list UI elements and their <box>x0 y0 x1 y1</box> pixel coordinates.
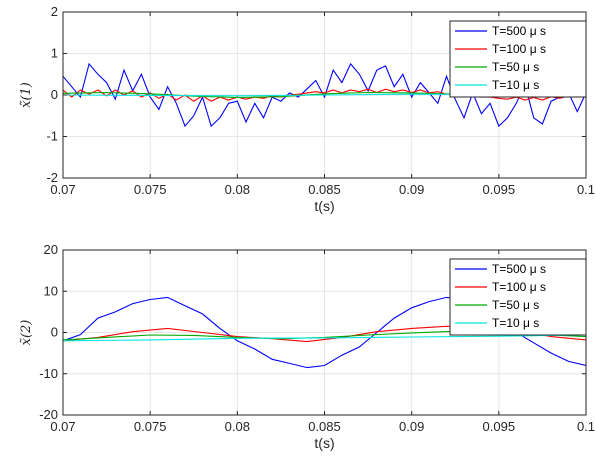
x-tick-label: 0.085 <box>308 182 341 197</box>
legend: T=500 μ s T=100 μ s T=50 μ s T=10 μ s <box>449 258 587 336</box>
y-tick-label: 0 <box>51 87 58 102</box>
chart-1: 0.07 0.075 0.08 0.085 0.09 0.095 0.1 -2 -1 0 1 2 t(s… <box>19 4 595 214</box>
chart-2: 0.07 0.075 0.08 0.085 0.09 0.095 0.1 -20 -10 0 10 2… <box>19 242 595 451</box>
x-axis-label: t(s) <box>314 198 334 214</box>
x-tick-label: 0.09 <box>399 419 424 434</box>
series-line-2 <box>63 88 586 102</box>
x-tick-label: 0.085 <box>308 419 341 434</box>
legend: T=500 μ s T=100 μ s T=50 μ s T=10 μ s <box>449 20 587 98</box>
legend-label-1: T=500 μ s <box>492 262 546 276</box>
x-axis-label: t(s) <box>314 435 334 451</box>
x-tick-label: 0.1 <box>577 182 595 197</box>
x-tick-label: 0.095 <box>483 182 516 197</box>
legend-label-1: T=500 μ s <box>492 24 546 38</box>
legend-label-4: T=10 μ s <box>492 78 539 92</box>
x-tick-label: 0.07 <box>50 182 75 197</box>
x-tick-label: 0.1 <box>577 419 595 434</box>
x-tick-label: 0.08 <box>225 419 250 434</box>
y-tick-label: 20 <box>44 242 58 257</box>
legend-box <box>449 258 587 336</box>
x-tick-label: 0.09 <box>399 182 424 197</box>
y-tick-label: 10 <box>44 283 58 298</box>
y-tick-label: -1 <box>46 129 58 144</box>
legend-box <box>449 20 587 98</box>
legend-label-4: T=10 μ s <box>492 316 539 330</box>
y-tick-label: -20 <box>39 407 58 422</box>
y-tick-label: -2 <box>46 170 58 185</box>
legend-label-2: T=100 μ s <box>492 42 546 56</box>
x-tick-label: 0.08 <box>225 182 250 197</box>
legend-label-3: T=50 μ s <box>492 298 539 312</box>
series-line-1 <box>63 62 586 128</box>
y-tick-label: 1 <box>51 46 58 61</box>
x-tick-label: 0.075 <box>134 419 167 434</box>
series-line-4 <box>63 334 586 342</box>
legend-label-2: T=100 μ s <box>492 280 546 294</box>
y-tick-label: 0 <box>51 325 58 340</box>
y-tick-label: 2 <box>51 4 58 19</box>
x-tick-label: 0.07 <box>50 419 75 434</box>
legend-label-3: T=50 μ s <box>492 60 539 74</box>
y-axis-label: x̃(1) <box>19 82 34 108</box>
x-tick-label: 0.095 <box>483 419 516 434</box>
x-tick-label: 0.075 <box>134 182 167 197</box>
y-axis-label: x̃(2) <box>19 320 34 346</box>
y-tick-label: -10 <box>39 366 58 381</box>
